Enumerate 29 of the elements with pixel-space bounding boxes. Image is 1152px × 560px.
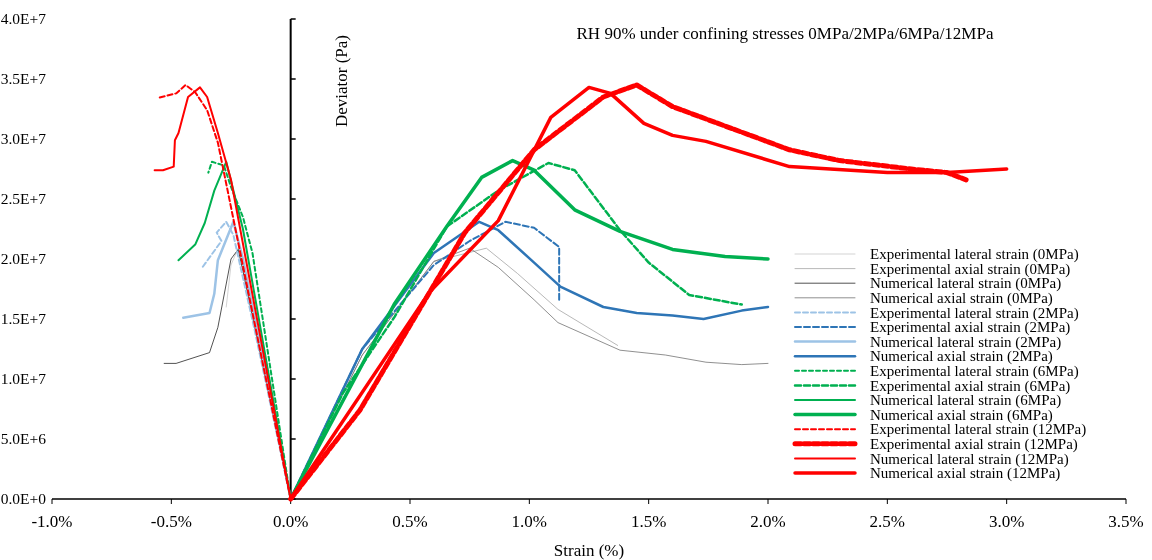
x-tick-label: 3.0%	[988, 512, 1025, 531]
legend-label: Numerical lateral strain (6MPa)	[870, 392, 1062, 410]
legend-label: Numerical axial strain (0MPa)	[870, 290, 1053, 308]
x-tick-label: 2.0%	[750, 512, 786, 531]
x-tick-label: 3.5%	[1108, 512, 1144, 531]
y-tick-label: 1.5E+7	[0, 310, 47, 328]
y-tick-label: 4.0E+7	[0, 10, 47, 28]
y-axis-title: Deviator (Pa)	[331, 34, 351, 128]
x-tick-label: 2.5%	[869, 512, 906, 531]
x-axis-title: Strain (%)	[553, 541, 625, 560]
legend-label: Experimental lateral strain (6MPa)	[870, 363, 1079, 381]
y-tick-label: 3.5E+7	[0, 70, 47, 88]
legend-label: Numerical axial strain (12MPa)	[870, 465, 1061, 483]
legend-label: Experimental lateral strain (0MPa)	[870, 246, 1079, 264]
y-tick-label: 5.0E+6	[0, 430, 47, 448]
y-tick-label: 0.0E+0	[0, 490, 47, 508]
y-tick-label: 3.0E+7	[0, 130, 47, 148]
x-tick-label: -1.0%	[31, 512, 73, 531]
chart-title: RH 90% under confining stresses 0MPa/2MPa/6MPa/12MPa	[576, 24, 994, 43]
legend-label: Experimental axial strain (12MPa)	[870, 436, 1078, 454]
legend-label: Experimental axial strain (2MPa)	[870, 319, 1071, 337]
x-tick-label: -0.5%	[150, 512, 192, 531]
y-tick-label: 2.0E+7	[0, 250, 47, 268]
x-tick-label: 0.0%	[272, 512, 309, 531]
y-tick-label: 2.5E+7	[0, 190, 47, 208]
y-tick-label: 1.0E+7	[0, 370, 47, 388]
x-tick-label: 1.5%	[630, 512, 667, 531]
x-tick-label: 0.5%	[392, 512, 428, 531]
x-tick-label: 1.0%	[511, 512, 548, 531]
